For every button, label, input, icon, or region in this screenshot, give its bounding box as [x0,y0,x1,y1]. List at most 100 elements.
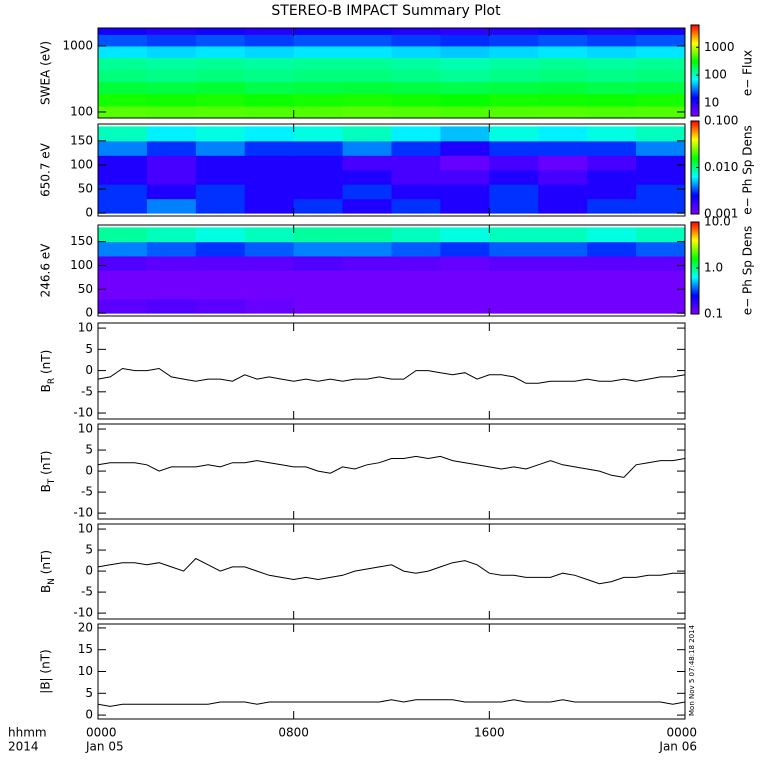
heatmap-cell [195,126,246,142]
heatmap-cell [587,155,637,171]
heatmap-cell [538,198,588,214]
y-axis-label: SWEA (eV) [39,41,53,105]
heatmap-cell [391,57,441,70]
heatmap-cell [538,155,588,171]
colorbar-tick-label: 0.100 [704,114,738,128]
time-format-label: hhmm [8,726,47,740]
panel-frame [97,123,686,217]
panel-frame [97,27,686,119]
heatmap-cell [244,81,295,95]
heatmap-cell [244,57,295,70]
heatmap-cell [146,155,197,171]
heatmap-cell [636,126,686,142]
heatmap-cell [244,28,295,35]
colorbar-tick-label: 1000 [704,40,735,54]
heatmap-cell [146,184,197,200]
heatmap-cell [587,255,637,271]
heatmap-cell [195,184,246,200]
heatmap-cell [391,28,441,35]
y-tick-label: 5 [85,543,93,557]
heatmap-cell [146,255,197,271]
heatmap-cell [636,241,686,257]
heatmap-cell [440,255,490,271]
heatmap-cell [440,298,490,314]
heatmap-cell [293,57,344,70]
heatmap-cell [98,126,148,142]
heatmap-cell [244,126,295,142]
x-tick-label: 0000 [666,726,697,740]
y-tick-label: 10 [78,321,93,335]
heatmap-cell [293,34,344,47]
heatmap-cell [391,227,441,243]
heatmap-cell [195,198,246,214]
y-tick-label: -5 [81,384,93,398]
heatmap-cell [489,45,539,58]
heatmap-cell [391,140,441,156]
heatmap-cell [391,184,441,200]
y-tick-label: 20 [78,620,93,634]
line-series [97,557,685,585]
y-axis-label-base: B [39,484,53,492]
panel-frame [97,322,686,420]
panel-frame [97,423,686,520]
heatmap-cell [587,184,637,200]
heatmap-cell [195,34,246,47]
y-tick-label: 50 [78,182,93,196]
heatmap-cell [489,227,539,243]
colorbar-tick-label: 1.0 [704,261,723,275]
heatmap-cell [587,69,637,82]
heatmap-cell [440,284,490,300]
heatmap-cell [587,198,637,214]
heatmap-cell [244,169,295,185]
y-axis-label-base: B [39,585,53,593]
heatmap-cell [244,255,295,271]
heatmap-cell [489,57,539,70]
heatmap-cell [587,81,637,95]
heatmap-cell [342,155,392,171]
heatmap-cell [293,284,344,300]
heatmap-cell [636,45,686,58]
heatmap-cell [489,298,539,314]
heatmap-cell [98,155,148,171]
heatmap-cell [342,241,392,257]
heatmap-cell [342,184,392,200]
heatmap-cell [587,93,637,107]
heatmap-cell [489,169,539,185]
y-axis-label-unit: (nT) [39,451,53,479]
heatmap-cell [146,45,197,58]
y-axis-label: BR (nT) [39,350,57,393]
heatmap-cell [293,81,344,95]
y-tick-label: -10 [73,406,93,420]
x-tick-label: 0000 [86,726,117,740]
heatmap-cell [538,93,588,107]
y-axis-label: BT (nT) [39,451,57,493]
heatmap-cell [489,284,539,300]
heatmap-cell [342,298,392,314]
heatmap-cell [538,284,588,300]
colorbar-tick-label: 100 [704,68,727,82]
heatmap-cell [195,241,246,257]
heatmap-cell [440,184,490,200]
heatmap-cell [244,227,295,243]
heatmap-cell [489,198,539,214]
y-tick-label: 0 [85,306,93,320]
heatmap-cell [293,140,344,156]
heatmap-cell [636,93,686,107]
y-axis-label-sub: N [47,578,57,585]
colorbar-tick-label: 0.001 [704,207,738,221]
heatmap-cell [146,93,197,107]
heatmap-cell [342,255,392,271]
heatmap-cell [636,255,686,271]
heatmap-cell [440,28,490,35]
heatmap-cell [244,69,295,82]
y-tick-label: 150 [70,133,93,147]
heatmap-cell [636,227,686,243]
y-tick-label: 0 [85,464,93,478]
y-tick-label: 10 [78,664,93,678]
heatmap-cell [342,57,392,70]
heatmap-cell [391,69,441,82]
heatmap-cell [587,227,637,243]
heatmap-cell [146,140,197,156]
heatmap-cell [391,81,441,95]
